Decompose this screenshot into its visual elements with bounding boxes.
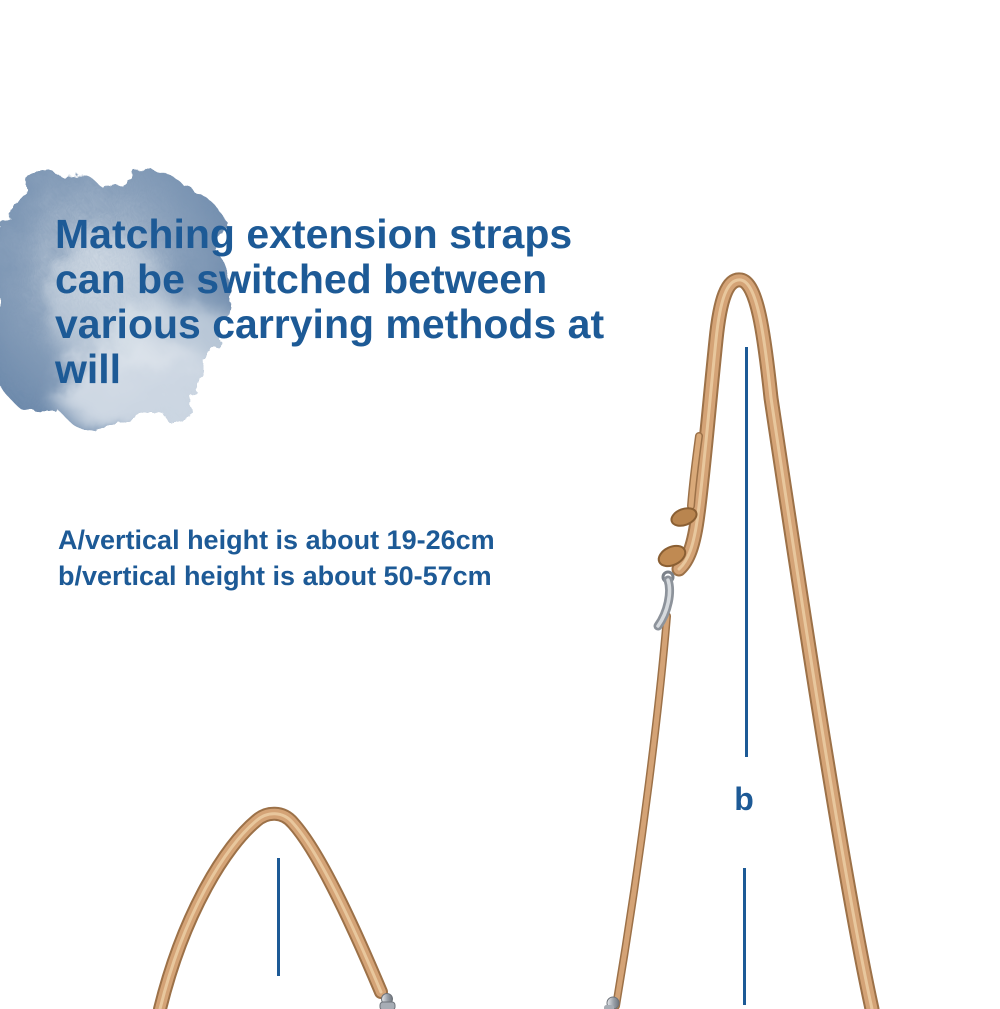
headline-line: various carrying methods at [55,301,605,348]
headline-line: can be switched between [55,256,548,303]
spec-line-a: A/vertical height is about 19-26cm [58,525,495,555]
spec-line-b: b/vertical height is about 50-57cm [58,561,492,592]
long-strap [612,272,880,1009]
metal-hook [653,570,675,631]
headline: Matching extension straps can be switche… [55,211,715,393]
headline-line: will [55,346,122,393]
headline-line: Matching extension straps [55,211,573,257]
fabric-swatch [0,167,230,431]
fabric-highlights [45,230,230,431]
long-strap-metal-clasp [604,996,620,1009]
short-strap-metal-clasp [379,993,396,1009]
measure-line-b-upper [745,347,748,757]
measure-label-b: b [734,781,754,817]
measure-line-b-lower [743,868,746,1005]
spec-text: A/vertical height is about 19-26cm b/ver… [58,522,698,595]
measure-line-a [277,858,280,976]
short-strap [153,806,388,1009]
strap-buckle [653,507,698,631]
